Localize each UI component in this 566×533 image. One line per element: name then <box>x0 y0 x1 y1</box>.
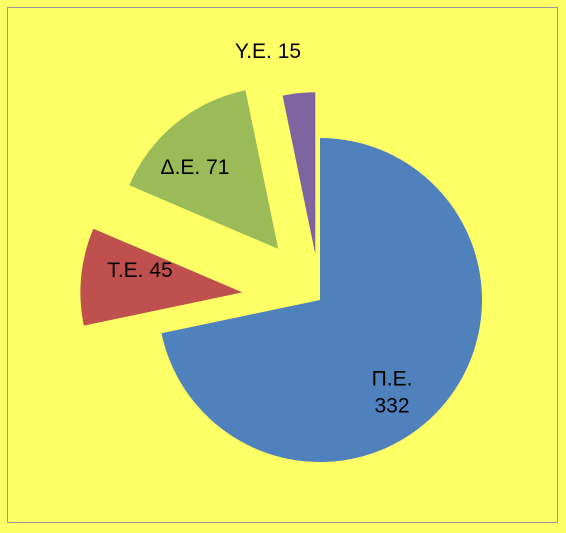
slice-label-name: Τ.Ε. <box>107 259 143 282</box>
pie-slice <box>80 228 243 326</box>
slice-label-value: 332 <box>374 395 409 418</box>
slice-label: Υ.Ε. 15 <box>235 40 301 63</box>
slice-label-name: Π.Ε. <box>372 368 413 391</box>
slice-label-name: Υ.Ε. <box>235 40 272 63</box>
slice-label-value: 71 <box>206 156 229 179</box>
pie-slice <box>282 92 316 255</box>
slice-label: Δ.Ε. 71 <box>161 156 230 179</box>
slice-label-value: 45 <box>149 259 172 282</box>
pie-slice <box>161 138 482 463</box>
chart-border <box>7 7 558 523</box>
pie-slice <box>129 90 279 249</box>
slice-label: Τ.Ε. 45 <box>107 259 172 282</box>
slice-label-name: Δ.Ε. <box>161 156 201 179</box>
slice-label-value: 15 <box>278 40 301 63</box>
